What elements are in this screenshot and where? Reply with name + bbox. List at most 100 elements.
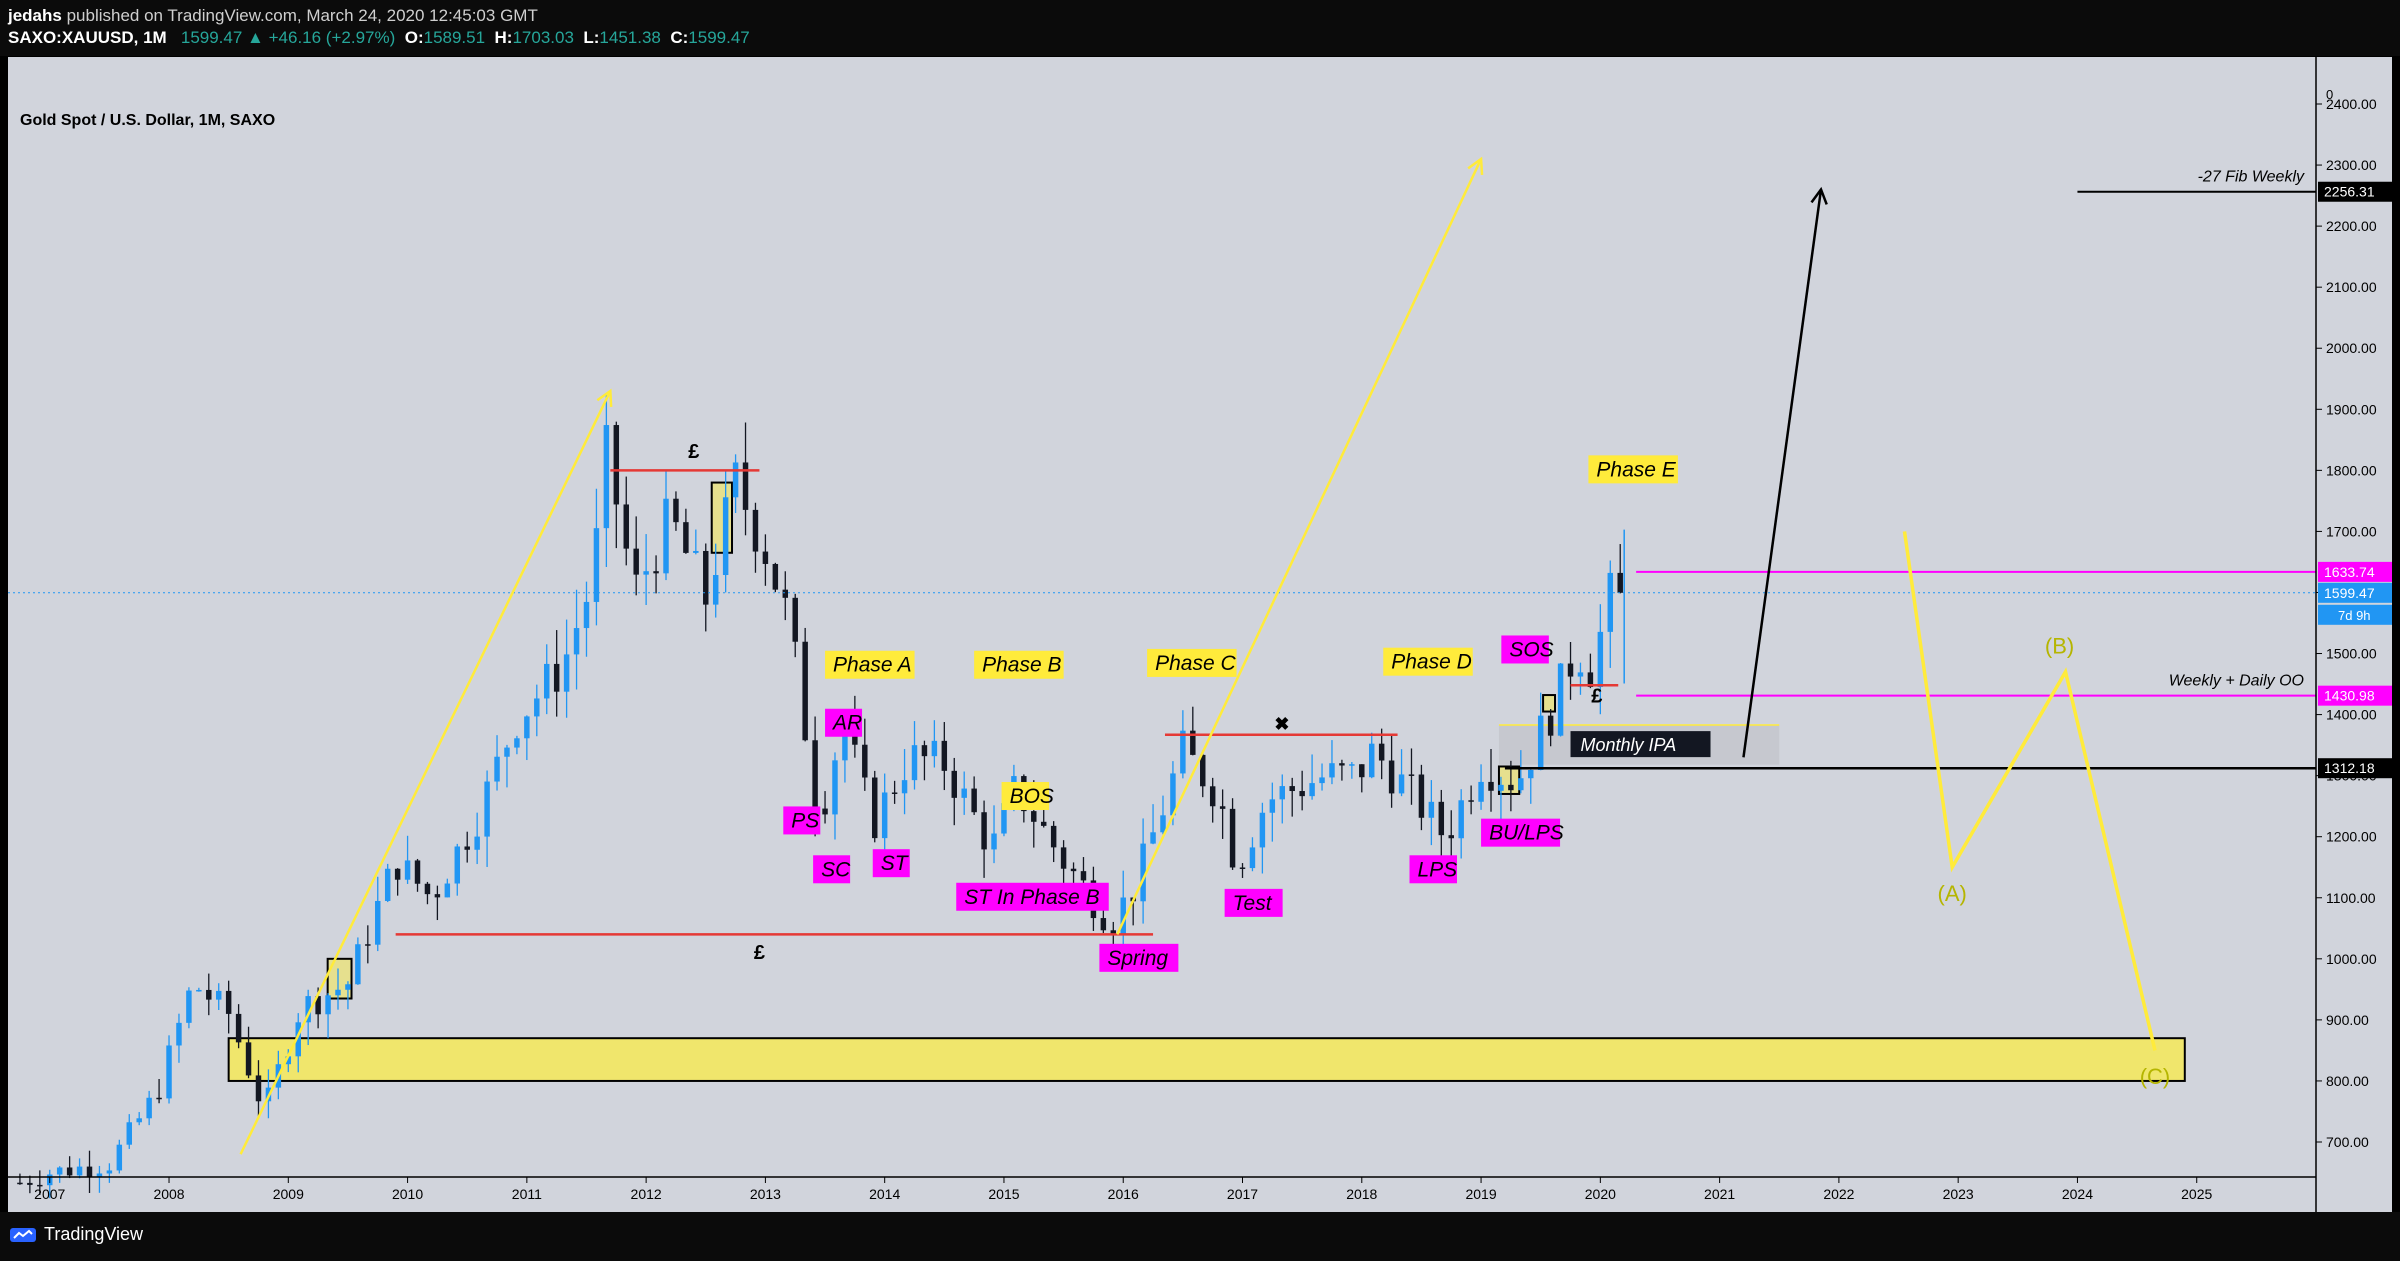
candle-body bbox=[643, 571, 649, 575]
candle-body bbox=[1100, 918, 1107, 931]
candle-body bbox=[295, 1022, 301, 1057]
x-tick-label: 2024 bbox=[2062, 1186, 2093, 1202]
countdown-badge bbox=[2318, 604, 2392, 625]
sc-label: SC bbox=[821, 858, 851, 881]
y-tick-label: 1800.00 bbox=[2326, 462, 2377, 478]
candle-body bbox=[384, 868, 391, 901]
candle-body bbox=[1269, 799, 1276, 813]
candle-body bbox=[1448, 835, 1454, 839]
candle-body bbox=[822, 808, 828, 815]
chart-background bbox=[8, 57, 2392, 1212]
candle-body bbox=[832, 760, 838, 815]
wave-c-label: (C) bbox=[2140, 1064, 2171, 1089]
bu-lps-label-bg bbox=[1481, 818, 1561, 847]
candle-body bbox=[325, 995, 331, 1015]
ar-label: AR bbox=[831, 712, 862, 735]
y-tick-label: 2300.00 bbox=[2326, 157, 2377, 173]
candle-body bbox=[543, 663, 550, 699]
test-label: Test bbox=[1233, 892, 1273, 915]
phase-d-label: Phase D bbox=[1391, 651, 1472, 674]
yellow-arrow-1 bbox=[239, 390, 612, 1155]
candle-body bbox=[335, 989, 341, 996]
candle-body bbox=[872, 777, 878, 839]
candle-body bbox=[1528, 769, 1534, 779]
candle-body bbox=[1547, 715, 1554, 736]
candle-body bbox=[862, 744, 868, 778]
ar-label-bg bbox=[825, 708, 863, 737]
price-badge bbox=[2318, 181, 2392, 202]
wave-a-label: (A) bbox=[1938, 881, 1967, 906]
ps-label: PS bbox=[791, 809, 819, 832]
candle-body bbox=[225, 990, 232, 1014]
candle-body bbox=[573, 628, 580, 655]
chart-area[interactable]: -27 Fib Weekly Weekly + Daily OO Phase A Ph… bbox=[8, 57, 2392, 1212]
ohlc-line: SAXO:XAUUSD, 1M 1599.47 ▲ +46.16 (+2.97%… bbox=[8, 28, 750, 48]
candle-body bbox=[315, 996, 321, 1015]
candle-body bbox=[991, 833, 997, 850]
candle-body bbox=[583, 601, 590, 629]
phase-e-label-bg bbox=[1588, 455, 1678, 484]
candle-body bbox=[971, 788, 977, 813]
candle-body bbox=[1219, 806, 1226, 809]
x-tick-label: 2016 bbox=[1108, 1186, 1139, 1202]
candle-body bbox=[911, 745, 918, 781]
candle-body bbox=[1518, 778, 1524, 791]
candle-body bbox=[1577, 672, 1584, 677]
candle-body bbox=[1279, 786, 1286, 800]
candle-body bbox=[961, 788, 967, 798]
candle-body bbox=[1408, 774, 1415, 776]
candle-body bbox=[1080, 871, 1087, 881]
candle-body bbox=[1508, 784, 1514, 791]
x-tick-label: 2012 bbox=[631, 1186, 662, 1202]
candle-body bbox=[1329, 763, 1335, 778]
candle-body bbox=[106, 1170, 113, 1174]
tradingview-logo-icon bbox=[10, 1227, 36, 1242]
abc-projection-path bbox=[1902, 531, 2157, 1051]
candle-body bbox=[772, 563, 779, 590]
candle-body bbox=[633, 548, 639, 575]
low-value: 1451.38 bbox=[599, 28, 661, 47]
spring-label: Spring bbox=[1107, 947, 1168, 970]
candle-body bbox=[424, 883, 431, 895]
chart-svg[interactable]: -27 Fib Weekly Weekly + Daily OO Phase A Ph… bbox=[8, 57, 2392, 1212]
candle-body bbox=[305, 996, 311, 1023]
close-value: 1599.47 bbox=[688, 28, 750, 47]
candle-body bbox=[186, 990, 192, 1023]
candle-body bbox=[1458, 800, 1464, 839]
x-tick-label: 2025 bbox=[2181, 1186, 2212, 1202]
candle-body bbox=[126, 1122, 132, 1145]
phase-a-label-bg bbox=[825, 650, 915, 679]
phase-c-label: Phase C bbox=[1155, 652, 1236, 675]
candle-body bbox=[514, 738, 520, 748]
y-tick-label: 1900.00 bbox=[2326, 401, 2377, 417]
x-tick-label: 2015 bbox=[988, 1186, 1019, 1202]
y-tick-label: 2400.00 bbox=[2326, 96, 2377, 112]
candle-body bbox=[1607, 572, 1614, 632]
x-tick-label: 2023 bbox=[1943, 1186, 1974, 1202]
candle-body bbox=[96, 1173, 103, 1177]
candle-body bbox=[355, 944, 361, 985]
st-label: ST bbox=[881, 852, 910, 875]
black-target-arrow-head bbox=[1810, 186, 1828, 205]
published-text: published on TradingView.com, March 24, … bbox=[66, 6, 538, 25]
candle-body bbox=[37, 1184, 43, 1187]
candle-body bbox=[782, 589, 789, 598]
y-tick-label: 700.00 bbox=[2326, 1134, 2369, 1150]
candle-body bbox=[394, 868, 401, 880]
phase-a-label: Phase A bbox=[833, 654, 912, 677]
candle-body bbox=[712, 575, 719, 605]
candle-body bbox=[1190, 730, 1196, 755]
countdown-label: 7d 9h bbox=[2338, 608, 2371, 623]
y-tick-label: 800.00 bbox=[2326, 1073, 2369, 1089]
bos-label-bg bbox=[1001, 782, 1050, 811]
candle-body bbox=[1229, 808, 1236, 868]
candle-body bbox=[603, 425, 610, 529]
publisher-name[interactable]: jedahs bbox=[8, 6, 62, 25]
candle-body bbox=[1309, 783, 1315, 797]
candle-body bbox=[891, 792, 898, 794]
candle-body bbox=[1110, 930, 1117, 935]
candle-body bbox=[176, 1022, 182, 1046]
candle-body bbox=[1150, 832, 1156, 844]
tradingview-brand[interactable]: TradingView bbox=[10, 1224, 143, 1245]
x-tick-label: 2022 bbox=[1823, 1186, 1854, 1202]
